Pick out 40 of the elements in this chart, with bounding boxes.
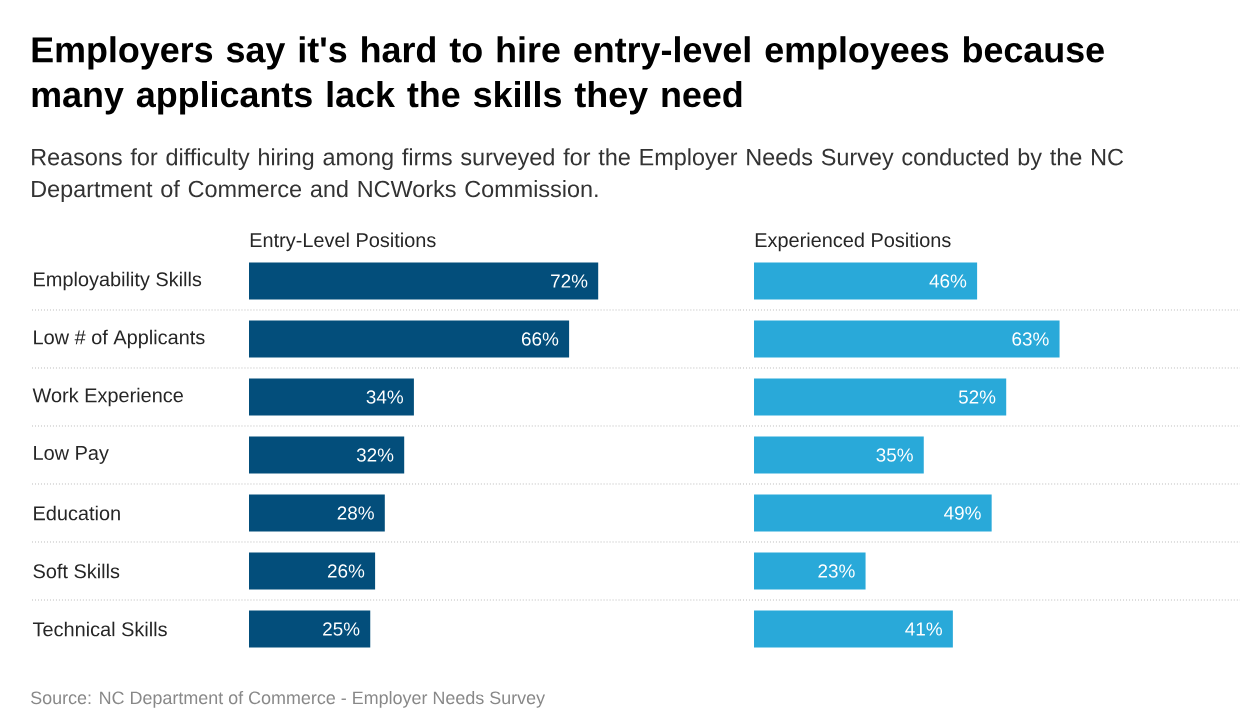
y-tick-label: Low Pay [34,446,109,464]
bar [249,378,414,416]
bar [249,494,385,532]
data-label: 25% [323,622,360,636]
bar [754,436,924,474]
y-tick-label: Technical Skills [32,621,167,637]
y-tick-label: Low # of Applicants [34,329,205,349]
data-label: 23% [818,564,855,578]
data-label: 63% [1012,332,1049,346]
data-label: 46% [929,274,967,288]
bar [754,552,866,590]
series-label: Entry-Level Positions [250,232,436,252]
y-tick-label: Work Experience [32,387,183,407]
data-label: 35% [876,448,913,462]
chart-subtitle: Reasons for difficulty hiring among firms surveyed for the Employer Needs Survey conducted by the NC Department of Commerce and NCWorks Commission. [32,148,1124,202]
data-label: 41% [905,622,942,636]
bar [754,378,1007,416]
bar [249,552,376,590]
y-tick-label: Education [34,505,120,521]
source-note: Source: NC Department of Commerce - Employer Needs Survey [31,691,546,708]
data-label: 34% [366,390,404,404]
bar [754,262,978,300]
data-label: 26% [327,564,365,578]
bar [249,610,371,648]
bar [754,610,953,648]
bar [249,436,405,474]
y-tick-label: Soft Skills [33,563,120,579]
series-label: Experienced Positions [755,232,951,252]
bar [754,494,992,532]
bar [249,262,599,300]
data-label: 72% [551,274,588,288]
chart-title: Employers say it's hard to hire entry-level employees because many applicants lack the skills they need [32,36,1104,115]
data-label: 49% [944,506,981,520]
bar [754,320,1060,358]
data-label: 32% [356,448,394,462]
y-tick-label: Employability Skills [34,271,202,291]
data-label: 52% [958,390,996,404]
data-label: 28% [337,506,374,520]
bar [249,320,570,358]
data-label: 66% [521,332,559,346]
